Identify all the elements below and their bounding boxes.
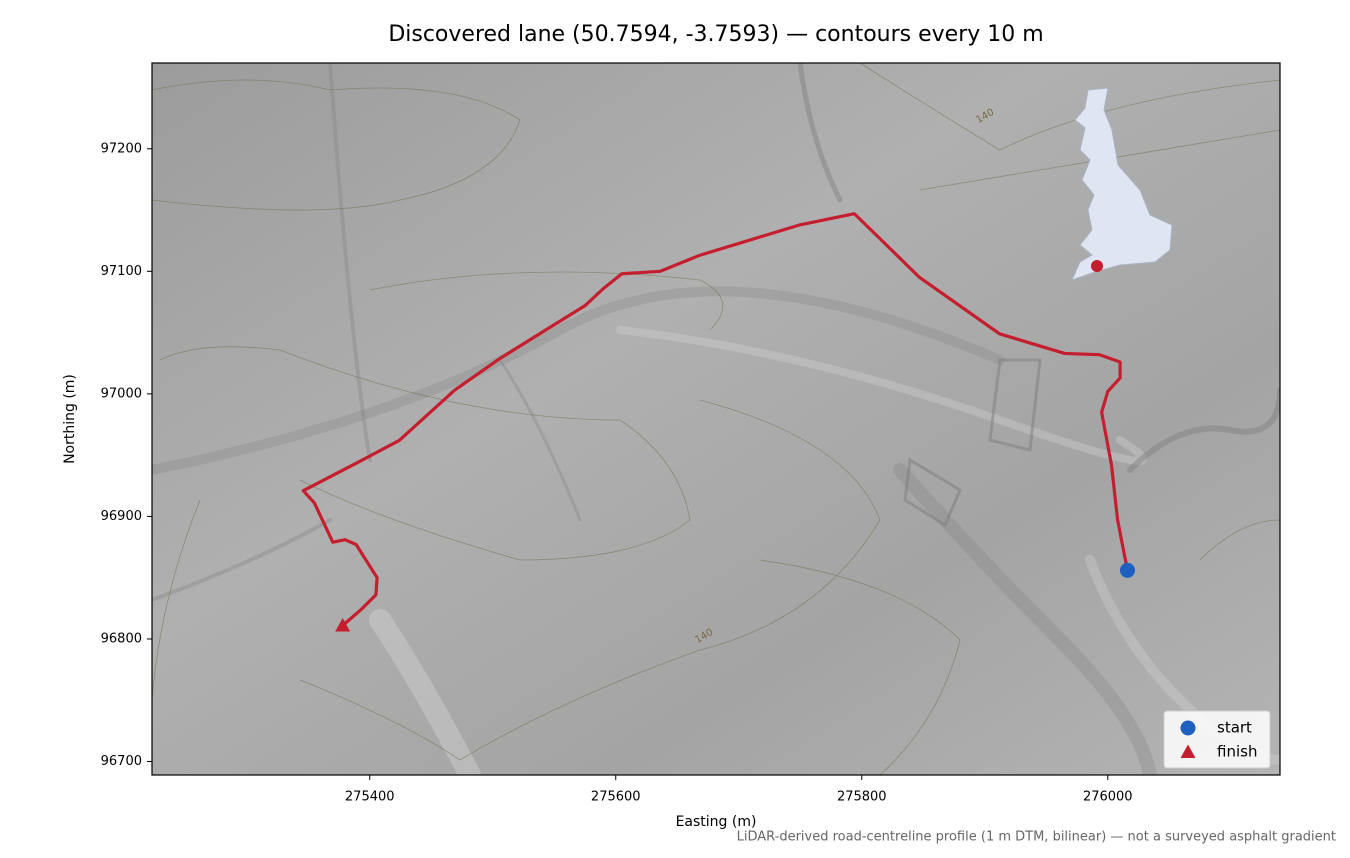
legend: start finish <box>1163 710 1271 769</box>
x-tick-label: 275600 <box>591 790 641 805</box>
x-tick-label: 275400 <box>345 790 395 805</box>
axes: 275400 275600 275800 276000 96700 96800 96900 9… <box>101 141 1133 804</box>
marker-triangle <box>1180 744 1196 758</box>
marker-circle <box>1180 720 1196 736</box>
y-tick-label: 97000 <box>101 386 142 401</box>
marker-triangle <box>335 617 351 632</box>
x-tick-label: 276000 <box>1083 790 1133 805</box>
plot-frame <box>151 62 1281 776</box>
terrain-features <box>152 63 1280 775</box>
y-tick-label: 97200 <box>101 141 142 156</box>
route <box>301 212 1130 627</box>
y-tick-label: 97100 <box>101 264 142 279</box>
footnote: LiDAR-derived road-centreline profile (1… <box>737 830 1336 845</box>
y-tick-label: 96700 <box>101 754 142 769</box>
legend-label: finish <box>1217 743 1257 761</box>
y-tick-label: 96800 <box>101 631 142 646</box>
y-axis-label: Northing (m) <box>62 374 78 464</box>
chart-title: Discovered lane (50.7594, -3.7593) — con… <box>388 22 1043 47</box>
legend-label: start <box>1217 719 1252 737</box>
x-axis-label: Easting (m) <box>676 814 757 830</box>
uk-inset <box>1071 87 1173 281</box>
x-tick-label: 275800 <box>837 790 887 805</box>
y-tick-label: 96900 <box>101 509 142 524</box>
marker-circle <box>1119 562 1135 578</box>
